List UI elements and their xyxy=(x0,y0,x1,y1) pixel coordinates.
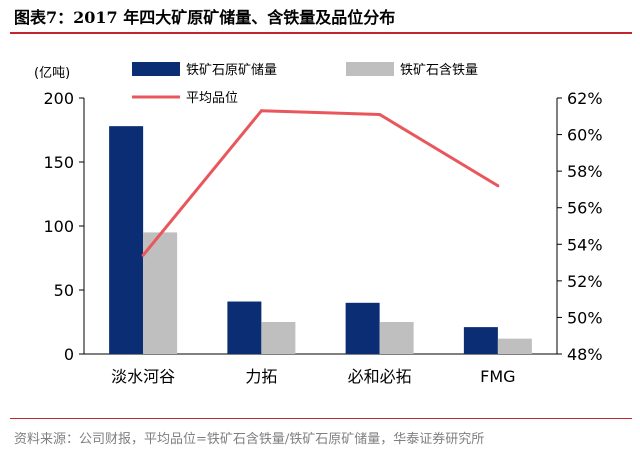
right-tick-label: 52% xyxy=(567,272,603,291)
bar-reserve xyxy=(345,302,380,354)
bar-reserve xyxy=(227,301,262,354)
bar-reserve xyxy=(463,327,498,354)
left-axis-unit: (亿吨) xyxy=(34,66,70,81)
title-rule xyxy=(10,32,632,34)
x-tick-label: FMG xyxy=(480,367,515,386)
source-note: 资料来源：公司财报，平均品位=铁矿石含铁量/铁矿石原矿储量，华泰证券研究所 xyxy=(14,432,485,447)
legend-label-iron: 铁矿石含铁量 xyxy=(400,62,478,78)
left-tick-label: 100 xyxy=(43,217,74,236)
right-tick-label: 62% xyxy=(567,89,603,108)
x-tick-label: 必和必拓 xyxy=(348,367,412,386)
legend-swatch-iron xyxy=(346,62,394,76)
left-tick-label: 150 xyxy=(43,153,74,172)
bar-iron xyxy=(497,338,532,354)
right-tick-label: 58% xyxy=(567,162,603,181)
left-tick-label: 50 xyxy=(54,281,74,300)
legend-label-reserve: 铁矿石原矿储量 xyxy=(186,63,277,78)
grade-point xyxy=(141,253,145,257)
legend-swatch-reserve xyxy=(132,62,180,76)
bar-iron xyxy=(143,232,178,354)
legend: 铁矿石原矿储量 铁矿石含铁量 平均品位 xyxy=(132,62,478,106)
plot-area: 0 50 100 150 200 48% 50% 52% 54% 56% 58% 60% 62% 淡水河谷… xyxy=(43,89,602,386)
left-tick-label: 0 xyxy=(64,345,74,364)
grade-point xyxy=(496,184,500,188)
x-tick-label: 淡水河谷 xyxy=(111,367,175,386)
bar-iron xyxy=(379,322,414,354)
grade-point xyxy=(259,109,263,113)
left-tick-label: 200 xyxy=(43,89,74,108)
legend-label-grade: 平均品位 xyxy=(186,91,238,106)
footer-rule xyxy=(10,418,632,419)
bar-reserve xyxy=(109,126,144,354)
right-tick-label: 50% xyxy=(567,308,603,327)
right-tick-label: 54% xyxy=(567,235,603,254)
grade-line xyxy=(141,109,499,257)
right-tick-label: 60% xyxy=(567,126,603,145)
right-tick-label: 56% xyxy=(567,199,603,218)
grade-point xyxy=(378,112,382,116)
figure-title: 图表7：2017 年四大矿原矿储量、含铁量及品位分布 xyxy=(14,8,396,27)
x-tick-label: 力拓 xyxy=(245,367,277,386)
bar-iron xyxy=(261,322,296,354)
right-tick-label: 48% xyxy=(567,345,603,364)
chart: (亿吨) 铁矿石原矿储量 铁矿石含铁量 平均品位 0 50 100 150 200 48%… xyxy=(34,62,603,386)
